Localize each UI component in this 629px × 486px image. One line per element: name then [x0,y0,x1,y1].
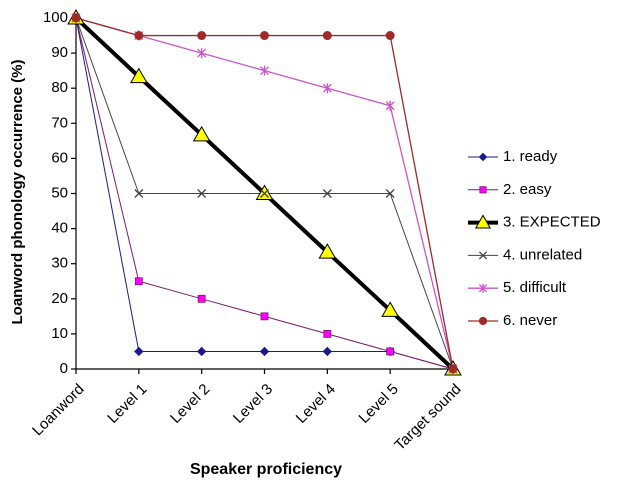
legend-marker [474,214,492,229]
x-tick-label: Level 4 [293,381,339,427]
data-point [385,100,395,111]
y-tick-label: 100 [43,9,68,26]
data-point [197,189,207,198]
legend-box [462,140,622,338]
y-tick-label: 90 [51,44,68,61]
data-point [259,346,270,357]
data-point [134,31,144,41]
x-tick-label: Level 2 [167,381,213,427]
y-tick-label: 30 [51,255,68,272]
data-point [322,31,332,41]
data-point [197,48,207,59]
x-axis-title: Speaker proficiency [190,461,342,478]
x-tick-label: Level 5 [356,381,402,427]
legend-label: 2. easy [503,181,552,198]
y-tick-label: 40 [51,220,68,237]
data-point [260,189,269,198]
y-tick-label: 50 [51,184,68,201]
data-point [322,346,333,357]
data-point [134,189,144,198]
y-tick-label: 10 [51,325,68,342]
legend-marker [478,283,488,293]
legend-label: 6. never [503,312,557,329]
legend-marker [478,316,488,326]
data-point [71,13,81,23]
data-point [448,364,458,374]
data-point [385,31,395,41]
legend-label: 3. EXPECTED [503,214,601,231]
data-point [197,31,207,41]
data-point [192,125,211,142]
y-tick-label: 20 [51,290,68,307]
data-point [129,67,148,84]
y-tick-label: 70 [51,114,68,131]
data-point [318,243,337,259]
x-tick-label: Level 3 [230,381,276,427]
data-point [260,31,269,41]
data-point [260,312,269,321]
legend-label: 4. unrelated [503,246,582,263]
y-tick-label: 0 [60,360,68,377]
data-point [255,184,274,200]
data-point [260,65,269,76]
data-point [381,301,400,317]
x-tick-label: Loanword [29,381,88,440]
legend-label: 5. difficult [503,279,567,296]
y-tick-label: 80 [51,79,68,96]
data-point [197,294,206,303]
data-point [134,277,143,286]
legend-marker [479,186,487,194]
data-point [385,189,395,198]
data-point [322,189,332,198]
legend-marker [478,251,488,260]
data-point [196,346,207,357]
data-point [322,83,332,94]
y-axis-title: Loanword phonology occurrence (%) [9,59,26,324]
data-point [386,347,395,356]
data-point [134,346,144,357]
x-tick-label: Target sound [391,381,464,454]
x-tick-label: Level 1 [104,381,150,427]
data-point [323,329,332,338]
y-tick-label: 60 [51,149,68,166]
legend-label: 1. ready [503,148,558,165]
legend-marker [478,152,488,162]
